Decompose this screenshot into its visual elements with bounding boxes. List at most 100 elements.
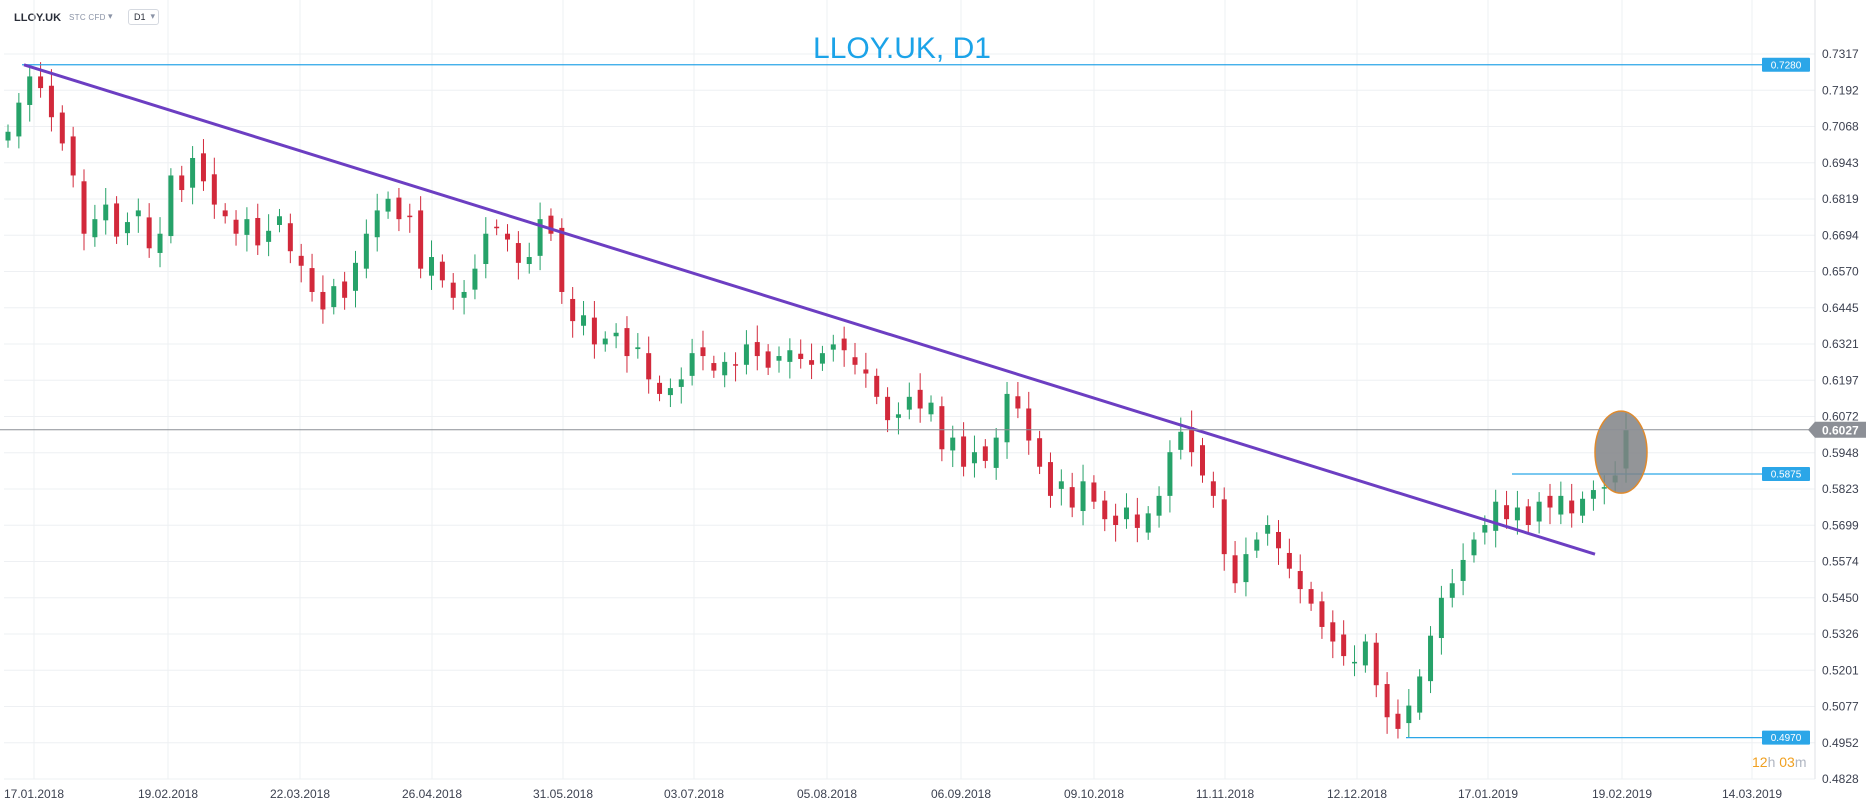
x-tick-label: 31.05.2018	[533, 787, 593, 801]
candle-body	[1199, 445, 1205, 476]
candle-body	[1590, 490, 1596, 499]
candle-body	[852, 357, 858, 365]
level-label-bg	[1762, 467, 1810, 482]
x-tick-label: 22.03.2018	[270, 787, 330, 801]
candle-body	[928, 402, 934, 415]
candle-body	[1395, 713, 1401, 729]
y-tick-label: 0.5823	[1822, 482, 1859, 496]
candle-body	[1341, 634, 1347, 657]
candle-body	[1134, 514, 1140, 528]
candle-body	[418, 210, 424, 269]
candle-body	[287, 223, 293, 252]
category-label[interactable]: STC CFD	[69, 13, 106, 22]
candle-body	[461, 291, 467, 298]
candle-body	[179, 175, 185, 191]
chevron-down-icon: ▾	[150, 11, 155, 21]
x-tick-label: 19.02.2019	[1592, 787, 1652, 801]
candle-body	[1601, 487, 1607, 489]
x-tick-label: 11.11.2018	[1196, 787, 1255, 801]
level-label: 0.5875	[1771, 470, 1802, 481]
candle-body	[1037, 438, 1043, 467]
x-axis: 17.01.2018 19.02.2018 22.03.2018 26.04.2018…	[4, 787, 1782, 801]
candle-body	[646, 353, 652, 380]
candle-body	[591, 317, 597, 345]
candle-body	[548, 215, 554, 234]
candle-body	[38, 76, 44, 89]
candle-body	[776, 356, 782, 361]
y-tick-label: 0.6694	[1822, 228, 1859, 242]
candle-body	[103, 204, 109, 221]
y-tick-label: 0.6819	[1822, 192, 1859, 206]
bar-countdown: 12h 03m	[1752, 754, 1807, 770]
candle-body	[407, 215, 413, 218]
candle-body	[92, 219, 98, 238]
candle-body	[939, 406, 945, 450]
candle-body	[830, 344, 836, 350]
candle-body	[70, 136, 76, 176]
chart-toolbar: LLOY.UK STC CFD ▾ D1 ▾	[0, 0, 1866, 34]
candle-body	[895, 414, 901, 418]
candle-body	[439, 261, 445, 281]
candle-body	[1145, 513, 1151, 533]
y-tick-label: 0.6197	[1822, 373, 1859, 387]
candle-body	[1493, 501, 1499, 531]
symbol-label[interactable]: LLOY.UK	[14, 12, 62, 24]
candle-body	[1102, 500, 1108, 520]
timer-minutes-unit: m	[1794, 754, 1807, 770]
x-tick-label: 06.09.2018	[931, 787, 991, 801]
chart-title: LLOY.UK, D1	[813, 32, 991, 65]
candle-body	[27, 76, 33, 105]
candle-body	[396, 197, 402, 220]
candle-body	[722, 361, 728, 376]
y-tick-label: 0.6570	[1822, 265, 1859, 279]
y-tick-label: 0.5201	[1822, 663, 1859, 677]
candle-body	[211, 174, 217, 205]
y-tick-label: 0.5077	[1822, 700, 1859, 714]
candle-body	[1525, 506, 1531, 526]
x-tick-label: 09.10.2018	[1064, 787, 1124, 801]
candle-body	[483, 233, 489, 265]
y-tick-label: 0.5948	[1822, 446, 1859, 460]
candle-body	[1221, 499, 1227, 555]
timer-minutes: 03	[1779, 754, 1795, 770]
horizontal-levels: 0.7280 0.5875 0.4970	[22, 57, 1810, 745]
y-tick-label: 0.5699	[1822, 518, 1859, 532]
candle-body	[515, 243, 521, 263]
candle-body	[765, 351, 771, 368]
x-tick-label: 17.01.2019	[1458, 787, 1518, 801]
candle-body	[1123, 507, 1129, 520]
candle-body	[1091, 482, 1097, 502]
candle-body	[841, 338, 847, 351]
candle-body	[385, 198, 391, 212]
candle-body	[711, 363, 717, 371]
candle-body	[16, 102, 22, 137]
candle-body	[1026, 408, 1032, 441]
category-dropdown-icon[interactable]: ▾	[108, 11, 113, 21]
candle-body	[494, 226, 500, 229]
candle-body	[743, 344, 749, 365]
candle-body	[1243, 554, 1249, 583]
x-tick-label: 26.04.2018	[402, 787, 462, 801]
candle-body	[81, 181, 87, 234]
y-tick-label: 0.4952	[1822, 736, 1859, 750]
candle-body	[537, 219, 543, 256]
timeframe-select[interactable]: D1 ▾	[128, 9, 159, 25]
candle-body	[1406, 705, 1412, 724]
x-tick-label: 14.03.2019	[1722, 787, 1782, 801]
candle-body	[146, 217, 152, 249]
candle-body	[950, 437, 956, 451]
candle-body	[48, 85, 54, 118]
candle-body	[1232, 555, 1238, 584]
candle-body	[1156, 495, 1162, 516]
candle-body	[1438, 597, 1444, 639]
candle-body	[526, 257, 532, 265]
level-label-bg	[1762, 57, 1810, 72]
y-axis: 0.7317 0.7192 0.7068 0.6943 0.6819 0.6694 0.65…	[1822, 47, 1859, 786]
candle-body	[1058, 481, 1064, 489]
trendline[interactable]	[23, 63, 1596, 556]
candle-body	[1428, 635, 1434, 682]
candle-body	[505, 233, 511, 240]
candle-body	[1254, 539, 1260, 551]
x-tick-label: 19.02.2018	[138, 787, 198, 801]
